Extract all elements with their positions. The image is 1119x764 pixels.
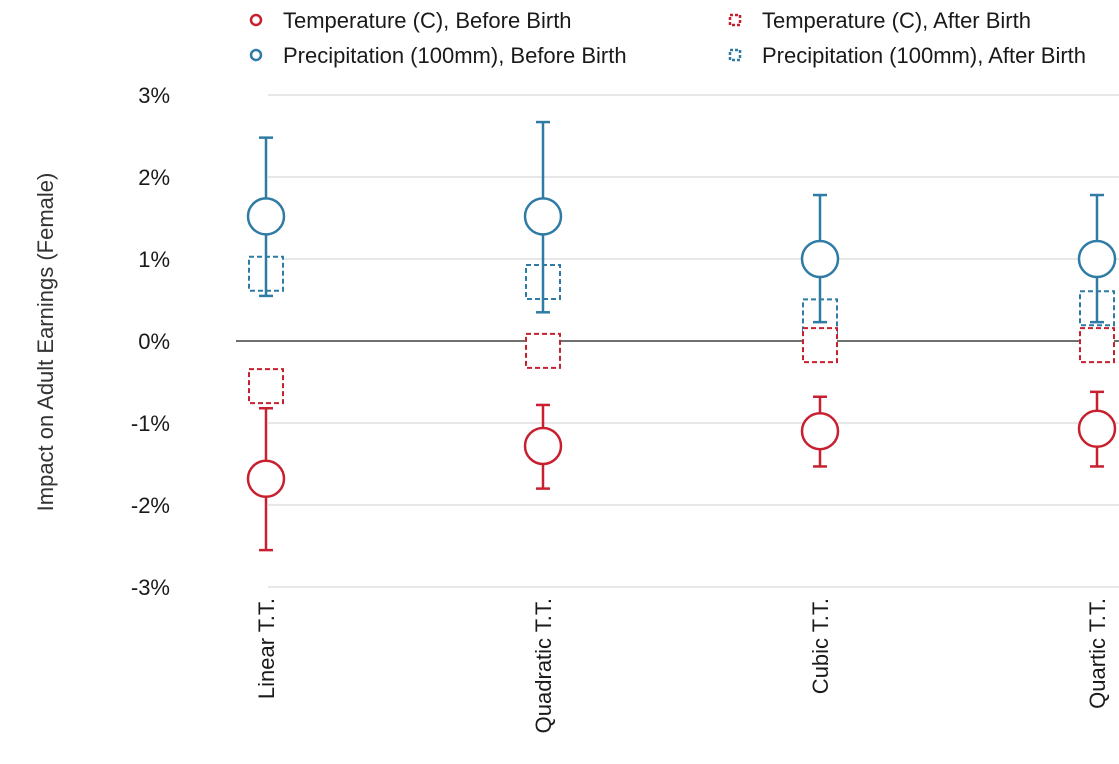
legend: Temperature (C), Before Birth Temperature… <box>249 8 1086 68</box>
point-marker <box>1077 409 1117 448</box>
y-tick-label: 2% <box>138 165 170 190</box>
legend-marker <box>249 48 263 62</box>
legend-marker <box>728 48 742 62</box>
point-marker <box>800 239 840 279</box>
x-tick-labels: Linear T.T. Quadratic T.T. Cubic T.T. Quart… <box>254 598 1110 733</box>
point-marker <box>523 426 563 466</box>
legend-label: Temperature (C), After Birth <box>762 8 1031 33</box>
y-tick-labels: 3% 2% 1% 0% -1% -2% -3% <box>131 83 170 600</box>
y-tick-label: -1% <box>131 411 170 436</box>
x-tick-label: Linear T.T. <box>254 598 279 699</box>
y-tick-label: 0% <box>138 329 170 354</box>
x-tick-label: Quartic T.T. <box>1085 598 1110 709</box>
point-marker <box>523 197 563 236</box>
point-marker <box>525 332 561 369</box>
x-tick-label: Cubic T.T. <box>808 598 833 694</box>
legend-marker <box>728 13 742 27</box>
point-marker <box>248 368 284 405</box>
legend-label: Temperature (C), Before Birth <box>283 8 572 33</box>
legend-marker <box>249 13 263 27</box>
point-marker <box>800 411 840 451</box>
legend-label: Precipitation (100mm), After Birth <box>762 43 1086 68</box>
y-axis-title: Impact on Adult Earnings (Female) <box>33 173 58 512</box>
legend-label: Precipitation (100mm), Before Birth <box>283 43 627 68</box>
y-tick-label: 3% <box>138 83 170 108</box>
point-marker <box>246 197 286 236</box>
y-tick-label: 1% <box>138 247 170 272</box>
y-tick-label: -2% <box>131 493 170 518</box>
point-marker <box>1077 239 1117 279</box>
point-marker <box>802 327 838 364</box>
grid-lines <box>268 94 1119 588</box>
x-tick-label: Quadratic T.T. <box>531 598 556 733</box>
data-marks <box>246 120 1117 552</box>
point-marker <box>1079 327 1115 364</box>
point-marker <box>246 459 286 499</box>
y-tick-label: -3% <box>131 575 170 600</box>
